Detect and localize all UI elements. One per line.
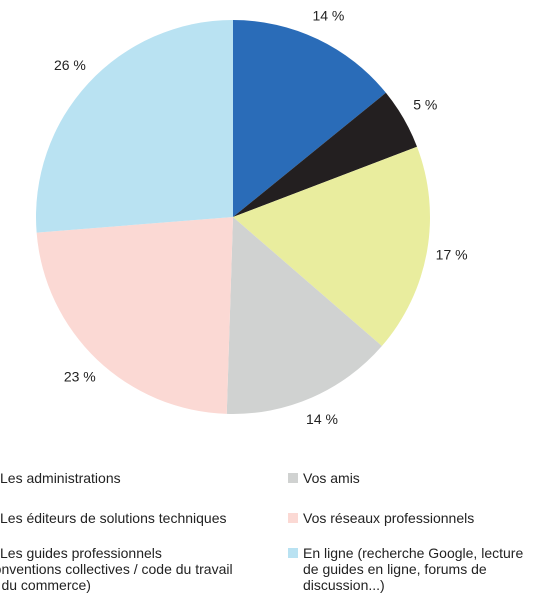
- slice-label: 14 %: [306, 411, 338, 427]
- legend-swatch: [288, 513, 298, 523]
- pie-slice: [233, 146, 431, 347]
- slice-label: 14 %: [312, 7, 344, 23]
- legend-label: En ligne (recherche Google, lecture de g…: [303, 545, 524, 593]
- legend-label: Vos réseaux professionnels: [303, 510, 475, 526]
- slice-label: 26 %: [54, 57, 86, 73]
- slice-label: 23 %: [64, 368, 96, 384]
- legend-swatch: [288, 548, 298, 558]
- pie-slice: [226, 217, 382, 414]
- legend-label: Les éditeurs de solutions techniques: [0, 510, 227, 526]
- slice-label: 5 %: [413, 97, 437, 113]
- pie-slice: [233, 92, 418, 217]
- legend-label: Vos amis: [303, 470, 360, 486]
- pie-slice: [36, 217, 233, 414]
- legend-label: Les administrations: [0, 470, 121, 486]
- pie-slice: [233, 20, 386, 217]
- legend-swatch: [288, 473, 298, 483]
- legend-label: Les guides professionnels (conventions c…: [0, 545, 233, 593]
- pie-slice: [36, 20, 234, 233]
- slice-label: 17 %: [436, 246, 468, 262]
